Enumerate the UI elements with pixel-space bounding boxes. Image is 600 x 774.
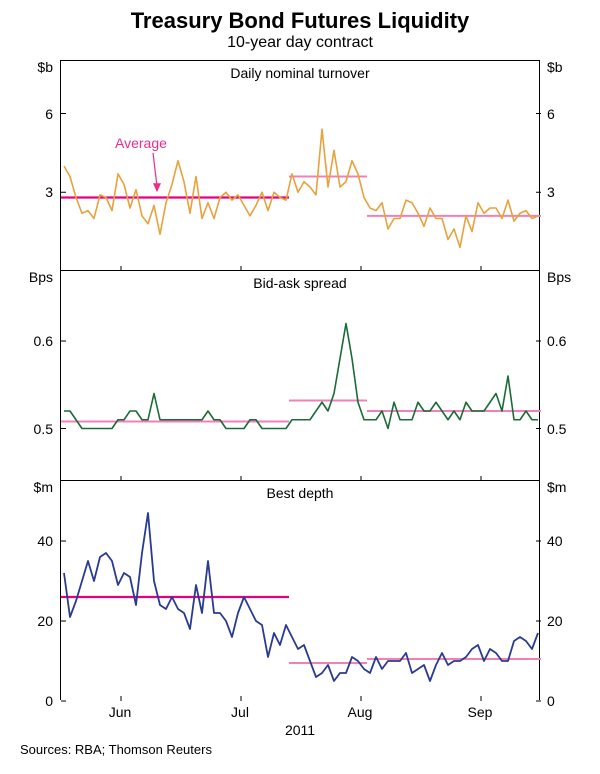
y-tick-label: 0 <box>13 694 53 708</box>
y-tick-label: 40 <box>13 534 53 548</box>
y-tick-label: 0.5 <box>13 422 53 436</box>
chart-subtitle: 10-year day contract <box>0 34 600 52</box>
y-tick-label: 3 <box>13 185 53 199</box>
y-tick-label: 20 <box>547 614 587 628</box>
y-unit-right: Bps <box>547 269 591 285</box>
x-axis-year: 2011 <box>60 722 540 738</box>
y-unit-left: Bps <box>9 269 53 285</box>
y-tick-label: 0 <box>547 694 587 708</box>
x-tick-label: Aug <box>348 704 373 720</box>
y-tick-label: 6 <box>13 107 53 121</box>
figure-root: Treasury Bond Futures Liquidity 10-year … <box>0 0 600 774</box>
panel-depth: 0020204040$m$mBest depth <box>60 480 540 700</box>
x-tick-label: Jun <box>109 704 132 720</box>
sources-line: Sources: RBA; Thomson Reuters <box>20 742 212 757</box>
y-unit-right: $b <box>547 59 591 75</box>
y-tick-label: 20 <box>13 614 53 628</box>
x-tick-label: Jul <box>231 704 249 720</box>
y-tick-label: 0.6 <box>547 334 587 348</box>
y-tick-label: 40 <box>547 534 587 548</box>
chart-title: Treasury Bond Futures Liquidity <box>0 0 600 34</box>
chart-stack: 3366$b$bAverageDaily nominal turnover0.5… <box>60 60 540 740</box>
y-tick-label: 0.6 <box>13 334 53 348</box>
panel-spread: 0.50.50.60.6BpsBpsBid-ask spread <box>60 270 540 480</box>
y-tick-label: 0.5 <box>547 422 587 436</box>
panel-turnover: 3366$b$bAverageDaily nominal turnover <box>60 60 540 270</box>
y-unit-left: $b <box>9 59 53 75</box>
y-unit-right: $m <box>547 479 591 495</box>
y-tick-label: 6 <box>547 107 587 121</box>
y-tick-label: 3 <box>547 185 587 199</box>
x-tick-label: Sep <box>468 704 493 720</box>
y-unit-left: $m <box>9 479 53 495</box>
